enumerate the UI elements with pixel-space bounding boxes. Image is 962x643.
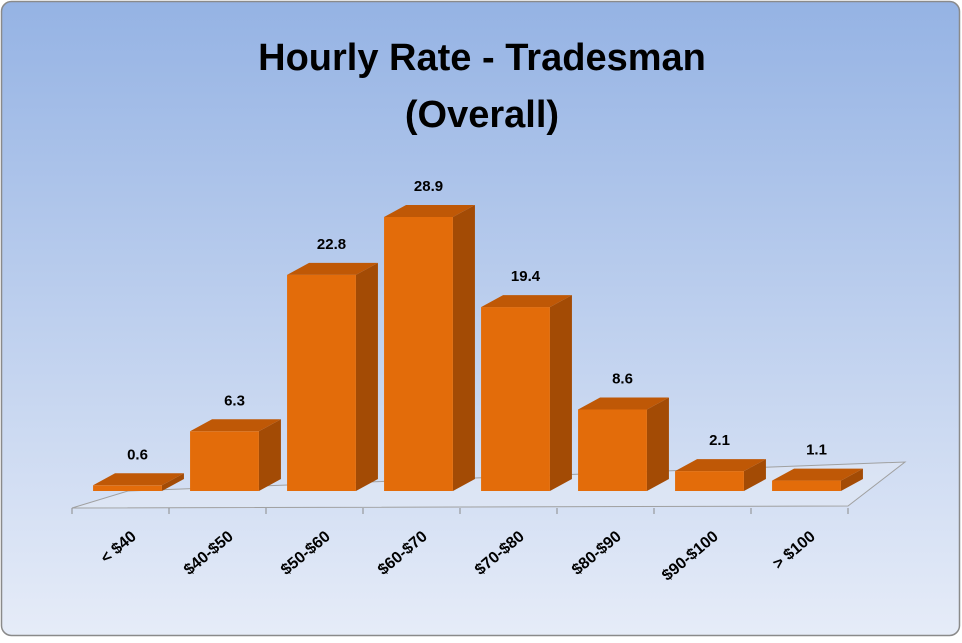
bar	[287, 274, 356, 491]
data-label: 22.8	[317, 236, 346, 253]
data-label: 6.3	[224, 392, 245, 409]
data-label: 2.1	[709, 432, 730, 449]
bar-side	[355, 262, 378, 491]
chart-title: Hourly Rate - Tradesman	[258, 37, 706, 79]
bar	[675, 471, 744, 491]
bar-side	[452, 205, 475, 491]
bar	[93, 485, 162, 491]
bar	[190, 431, 259, 491]
bar	[578, 409, 647, 491]
data-label: 0.6	[127, 446, 148, 463]
data-label: 28.9	[414, 178, 443, 195]
bar-side	[258, 419, 281, 491]
bar-top	[93, 473, 184, 486]
bar	[384, 217, 453, 491]
data-label: 1.1	[806, 442, 827, 459]
bar-top	[578, 397, 669, 410]
bar-top	[384, 205, 475, 217]
bar	[481, 307, 550, 491]
bar-side	[646, 397, 669, 491]
chart-title: (Overall)	[405, 94, 559, 136]
bar-side	[743, 459, 766, 491]
bar-top	[675, 459, 766, 472]
bar-side	[840, 468, 863, 491]
bar-top	[190, 419, 281, 432]
data-label: 19.4	[511, 268, 541, 285]
bar-top	[481, 295, 572, 308]
bar-top	[287, 262, 378, 275]
bar-top	[772, 468, 863, 481]
bar-side	[549, 295, 572, 491]
bar-side	[161, 473, 184, 491]
data-label: 8.6	[612, 370, 633, 387]
bar	[772, 480, 841, 491]
